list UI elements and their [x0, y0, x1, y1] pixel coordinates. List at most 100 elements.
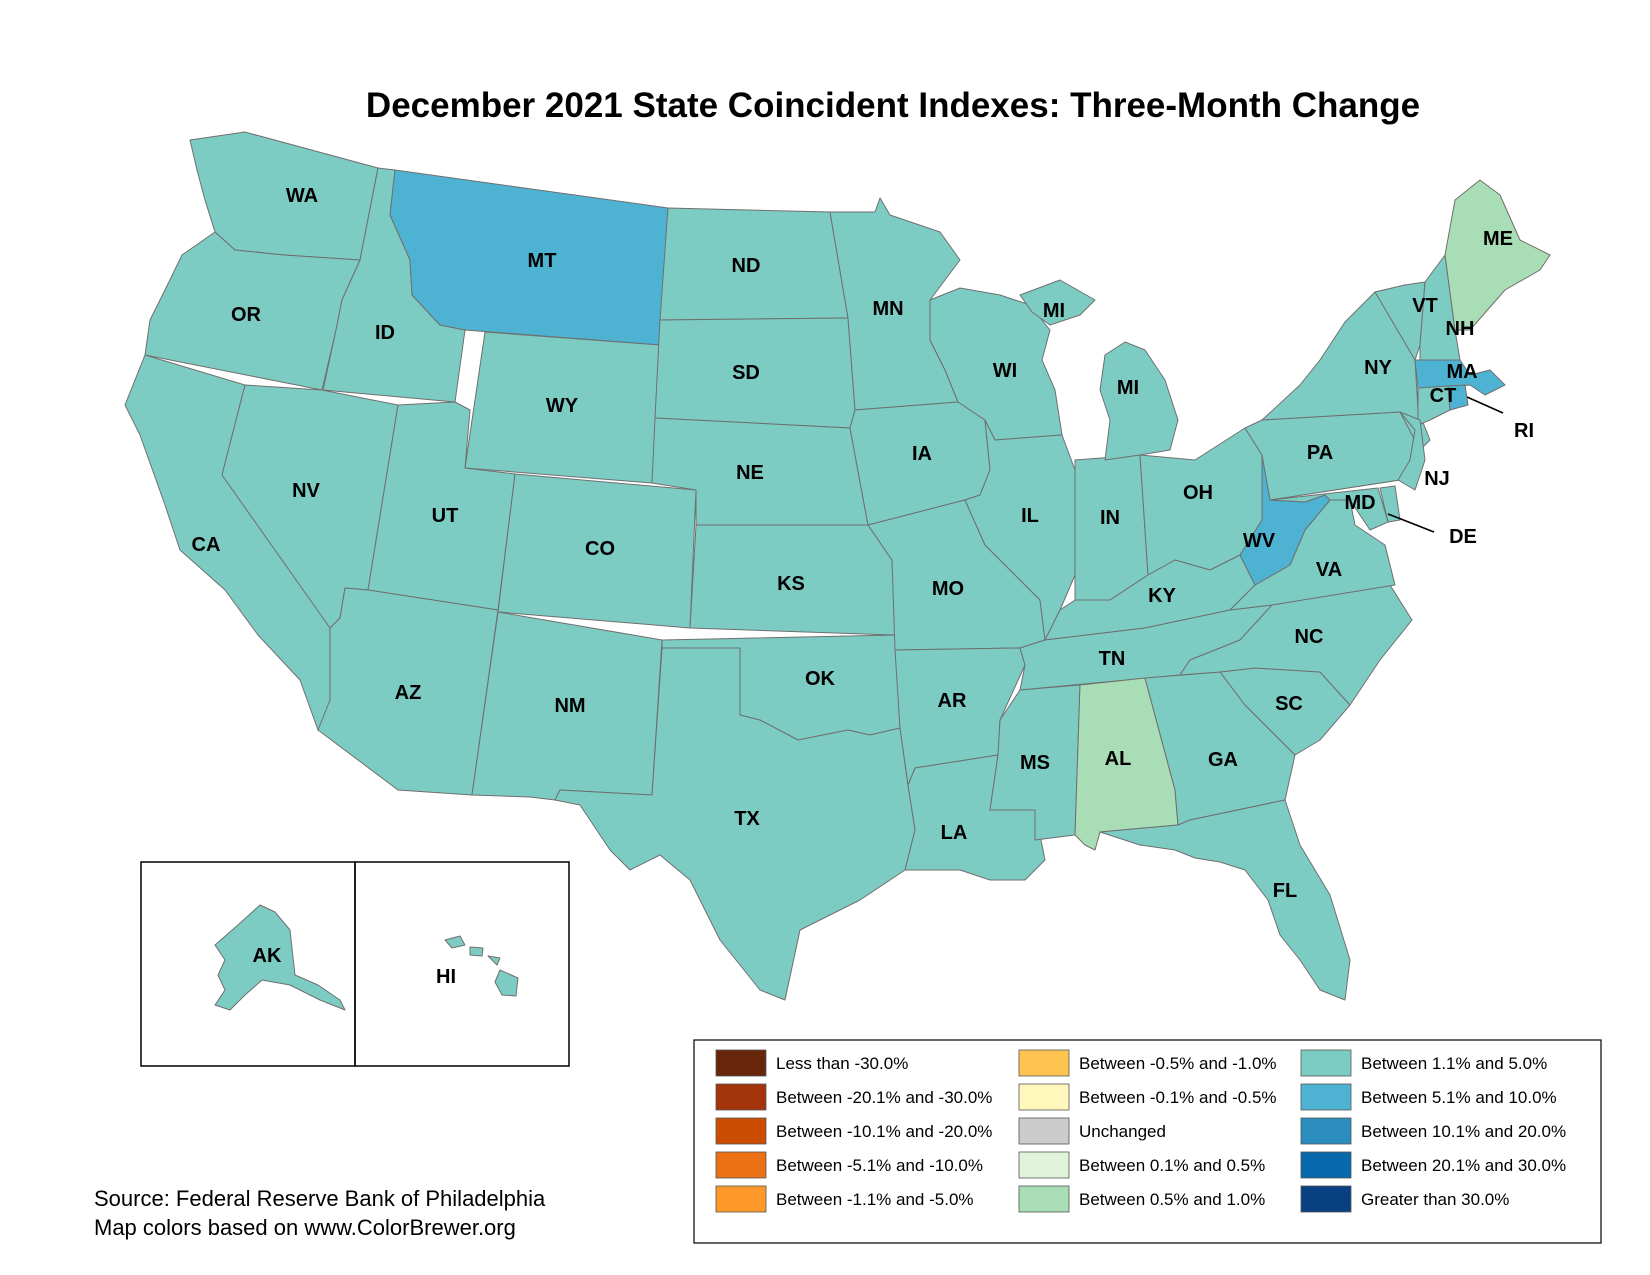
state-labels: WA OR CA ID NV MT WY UT AZ CO NM ND SD NE KS OK TX MN IA MO…: [192, 185, 1534, 988]
legend-label: Between 0.5% and 1.0%: [1079, 1190, 1265, 1209]
legend-label: Between -10.1% and -20.0%: [776, 1122, 992, 1141]
ri-leader-line: [1466, 396, 1504, 414]
state-label-wi: WI: [993, 360, 1017, 382]
state-label-vt: VT: [1412, 295, 1438, 317]
legend-item-n5-10: Between -5.1% and -10.0%: [715, 1151, 983, 1179]
state-label-oh: OH: [1183, 482, 1213, 504]
state-label-de: DE: [1449, 526, 1477, 548]
legend-swatch: [715, 1151, 767, 1179]
state-label-fl: FL: [1273, 880, 1297, 902]
state-label-mi: MI: [1117, 377, 1139, 399]
state-label-ga: GA: [1208, 749, 1238, 771]
legend-item-p20-30: Between 20.1% and 30.0%: [1300, 1151, 1566, 1179]
state-label-nj: NJ: [1424, 468, 1450, 490]
state-fl: [1099, 799, 1351, 1001]
state-label-ut: UT: [432, 505, 459, 527]
legend-swatch: [715, 1083, 767, 1111]
state-label-ny: NY: [1364, 357, 1392, 379]
state-label-ky: KY: [1148, 585, 1176, 607]
state-label-or: OR: [231, 304, 262, 326]
state-label-in: IN: [1100, 507, 1120, 529]
state-ri: [1447, 384, 1469, 411]
state-label-sc: SC: [1275, 693, 1303, 715]
state-label-nm: NM: [554, 695, 585, 717]
legend-swatch: [1018, 1049, 1070, 1077]
state-hi: [444, 935, 519, 997]
legend-swatch: [1018, 1083, 1070, 1111]
state-label-ia: IA: [912, 443, 932, 465]
state-label-sd: SD: [732, 362, 760, 384]
legend-item-n1-5: Between -1.1% and -5.0%: [715, 1185, 974, 1213]
legend-item-gt30: Greater than 30.0%: [1300, 1185, 1509, 1213]
state-label-hi: HI: [436, 966, 456, 988]
legend-item-n01-05: Between -0.1% and -0.5%: [1018, 1083, 1277, 1111]
state-label-mt: MT: [528, 250, 557, 272]
legend-swatch: [1300, 1185, 1352, 1213]
state-label-ks: KS: [777, 573, 805, 595]
legend-label: Less than -30.0%: [776, 1054, 908, 1073]
state-label-wv: WV: [1243, 530, 1276, 552]
legend-label: Between 0.1% and 0.5%: [1079, 1156, 1265, 1175]
legend-item-unch: Unchanged: [1018, 1117, 1166, 1145]
state-label-az: AZ: [395, 682, 422, 704]
de-leader-line: [1387, 513, 1435, 533]
state-me: [1444, 179, 1551, 331]
legend-swatch: [1300, 1117, 1352, 1145]
state-nc: [1179, 584, 1413, 706]
legend-swatch: [715, 1049, 767, 1077]
legend-box: [693, 1039, 1602, 1244]
map-title: December 2021 State Coincident Indexes: …: [366, 86, 1420, 125]
state-label-id: ID: [375, 322, 395, 344]
state-mi: [1019, 279, 1179, 461]
state-label-tx: TX: [734, 808, 760, 830]
legend-swatch: [1300, 1083, 1352, 1111]
state-label-ne: NE: [736, 462, 764, 484]
legend-item-p01-05: Between 0.1% and 0.5%: [1018, 1151, 1265, 1179]
state-label-me: ME: [1483, 228, 1513, 250]
state-label-al: AL: [1105, 748, 1132, 770]
state-label-wa: WA: [286, 185, 318, 207]
legend-label: Between 5.1% and 10.0%: [1361, 1088, 1557, 1107]
state-label-il: IL: [1021, 505, 1039, 527]
legend-item-p10-20: Between 10.1% and 20.0%: [1300, 1117, 1566, 1145]
state-label-mo: MO: [932, 578, 964, 600]
legend-swatch: [1018, 1185, 1070, 1213]
legend-label: Between -5.1% and -10.0%: [776, 1156, 983, 1175]
legend-label: Between 10.1% and 20.0%: [1361, 1122, 1566, 1141]
state-label-ma: MA: [1446, 361, 1477, 383]
state-label-tn: TN: [1099, 648, 1126, 670]
legend-swatch: [715, 1117, 767, 1145]
legend-label: Between 1.1% and 5.0%: [1361, 1054, 1547, 1073]
legend-swatch: [715, 1185, 767, 1213]
legend-label: Between -1.1% and -5.0%: [776, 1190, 974, 1209]
state-tx: [554, 647, 916, 1001]
legend-item-p1-5: Between 1.1% and 5.0%: [1300, 1049, 1547, 1077]
state-label-mi-upper: MI: [1043, 300, 1065, 322]
legend-item-p05-1: Between 0.5% and 1.0%: [1018, 1185, 1265, 1213]
legend-label: Between -0.5% and -1.0%: [1079, 1054, 1277, 1073]
legend-swatch: [1300, 1049, 1352, 1077]
legend-label: Between -0.1% and -0.5%: [1079, 1088, 1277, 1107]
legend-item-lt-30: Less than -30.0%: [715, 1049, 908, 1077]
state-label-ok: OK: [805, 668, 836, 690]
legend-label: Unchanged: [1079, 1122, 1166, 1141]
state-label-nd: ND: [732, 255, 761, 277]
state-label-va: VA: [1316, 559, 1342, 581]
legend-label: Between -20.1% and -30.0%: [776, 1088, 992, 1107]
state-label-mn: MN: [872, 298, 903, 320]
state-label-ri: RI: [1514, 420, 1534, 442]
state-wi: [929, 287, 1063, 441]
states-layer: [124, 131, 1551, 1011]
state-label-ak: AK: [253, 945, 282, 967]
source-line: Source: Federal Reserve Bank of Philadel…: [94, 1186, 546, 1211]
state-label-ca: CA: [192, 534, 221, 556]
state-label-la: LA: [941, 822, 968, 844]
state-md: [1269, 487, 1389, 531]
state-de: [1379, 485, 1401, 523]
legend-label: Between 20.1% and 30.0%: [1361, 1156, 1566, 1175]
legend-swatch: [1018, 1117, 1070, 1145]
state-label-ct: CT: [1430, 385, 1457, 407]
legend-item-n20-30: Between -20.1% and -30.0%: [715, 1083, 992, 1111]
state-label-nv: NV: [292, 480, 320, 502]
